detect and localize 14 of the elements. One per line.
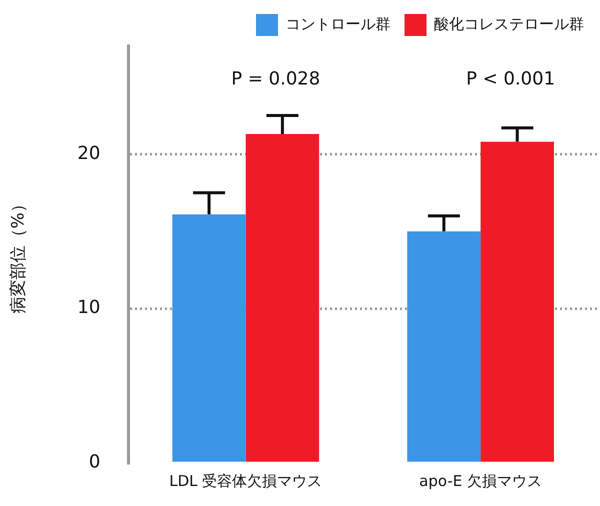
- y-tick-label: 10: [77, 297, 100, 318]
- bar: [246, 134, 320, 462]
- bar: [172, 214, 246, 462]
- annotation: P < 0.001: [466, 68, 556, 90]
- legend-label: コントロール群: [286, 14, 390, 33]
- bar: [480, 142, 554, 462]
- x-tick-label: LDL 受容体欠損マウス: [169, 472, 322, 490]
- annotation: P = 0.028: [231, 68, 320, 90]
- y-tick-label: 0: [88, 452, 100, 473]
- x-tick-label: apo-E 欠損マウス: [419, 472, 542, 490]
- y-axis-title: 病変部位（%）: [8, 195, 29, 314]
- legend-label: 酸化コレステロール群: [434, 14, 584, 33]
- y-tick-label: 20: [77, 142, 100, 164]
- bar: [407, 231, 481, 462]
